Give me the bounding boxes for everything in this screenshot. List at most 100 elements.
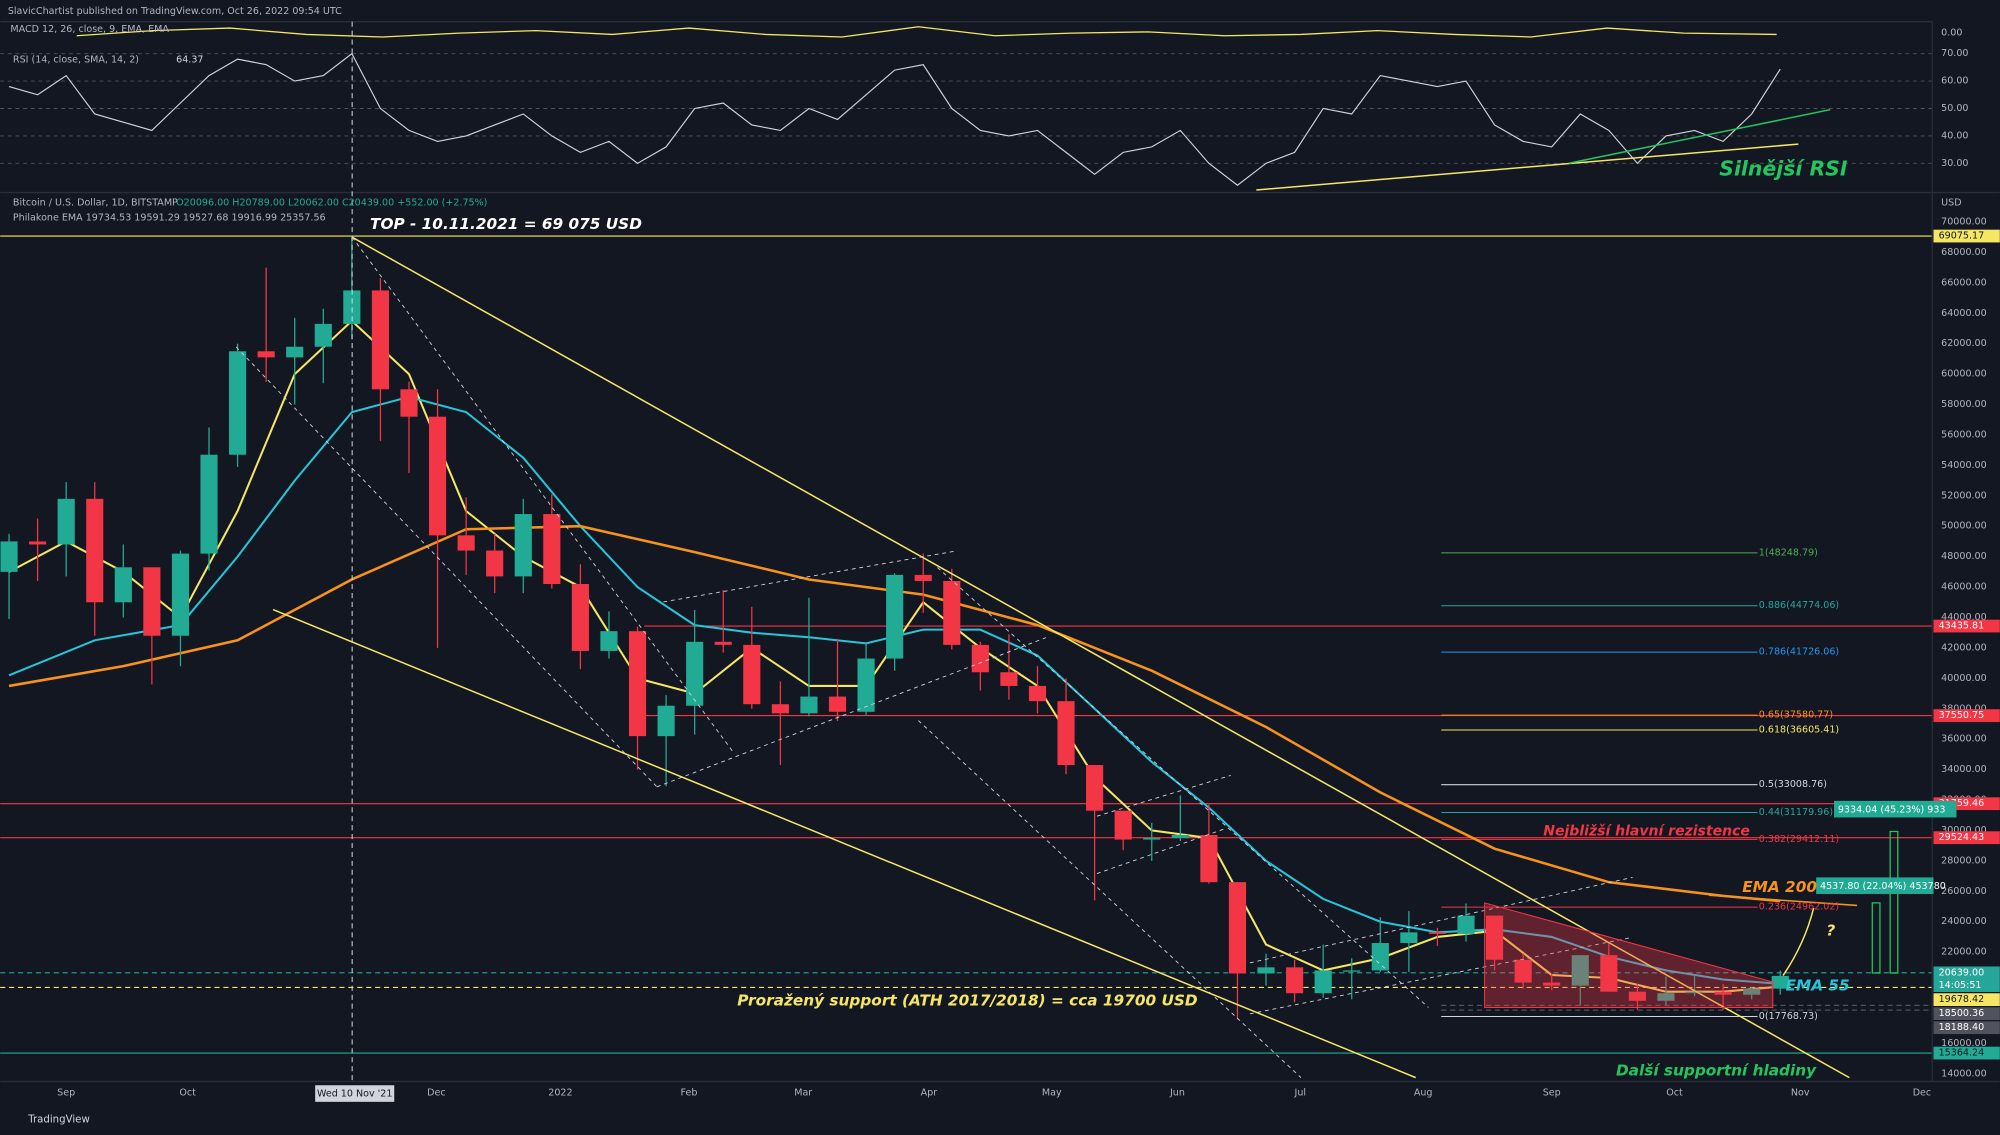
candle-body — [1743, 988, 1761, 995]
candle-body — [1428, 932, 1447, 934]
candle-body — [257, 351, 275, 358]
candle-body — [714, 641, 732, 645]
price-label-box — [1933, 1007, 2000, 1021]
indicator-label: Philakone EMA 19734.53 19591.29 19527.68… — [13, 213, 326, 224]
candle-body — [1571, 955, 1589, 986]
measure-box — [1834, 800, 1957, 818]
price-label: 18188.40 — [1939, 1022, 1985, 1033]
annotation: Další supportní hladiny — [1616, 1062, 1817, 1080]
y-tick-label: 34000.00 — [1941, 764, 1987, 775]
price-label: 43435.81 — [1939, 621, 1985, 632]
drawings — [0, 21, 2000, 1083]
x-tick-label: 2022 — [548, 1087, 572, 1098]
candle-body — [57, 498, 75, 545]
fib-label: 1(48248.79) — [1759, 547, 1818, 558]
candle-body — [1628, 991, 1646, 1001]
price-label: 37550.75 — [1939, 710, 1985, 721]
macd-line — [76, 26, 1777, 38]
candle-body — [400, 389, 418, 417]
y-tick-label: 24000.00 — [1941, 916, 1987, 927]
y-tick-label: 46000.00 — [1941, 582, 1987, 593]
candle-body — [1657, 993, 1675, 1001]
annotation: TOP - 10.11.2021 = 69 075 USD — [370, 215, 642, 233]
candle-body — [971, 644, 989, 673]
candle-body — [29, 541, 47, 545]
candle-body — [771, 704, 789, 714]
price-label-box — [1933, 993, 2000, 1007]
candle-body — [1714, 991, 1732, 995]
crosshair-label-box — [315, 1085, 395, 1102]
candle-body — [486, 550, 504, 577]
price-label-box — [1933, 709, 2000, 722]
countdown: 14:05:51 — [1939, 980, 1982, 991]
y-tick-label: 52000.00 — [1941, 490, 1987, 501]
y-tick-label: 42000.00 — [1941, 642, 1987, 653]
crosshair-label: Wed 10 Nov '21 — [317, 1089, 392, 1100]
x-tick-label: Sep — [1543, 1087, 1561, 1098]
channel-line — [656, 637, 1047, 788]
price-label-box — [1933, 229, 2000, 243]
candle-body — [1457, 915, 1475, 934]
channel-line — [1249, 936, 1633, 1015]
x-tick-label: Jun — [1169, 1087, 1185, 1098]
candle-body — [371, 290, 389, 390]
x-tick-label: Aug — [1414, 1087, 1433, 1098]
channel-line — [937, 567, 1429, 1008]
measure-bar — [1889, 830, 1899, 974]
fib-label: 0.236(24962.02) — [1759, 902, 1839, 913]
candle-body — [86, 498, 104, 603]
fib-label: 0.44(31179.96) — [1759, 807, 1833, 818]
y-tick-label: 40000.00 — [1941, 673, 1987, 684]
candle-body — [229, 351, 247, 455]
measure-label: 9334.04 (45.23%) 933 — [1838, 804, 1946, 815]
candle-body — [114, 567, 132, 603]
y-unit: USD — [1941, 197, 1961, 208]
y-tick-label: 28000.00 — [1941, 855, 1987, 866]
x-tick-label: Dec — [1913, 1087, 1931, 1098]
candle-body — [886, 574, 904, 659]
macd-title: MACD 12, 26, close, 9, EMA, EMA — [10, 24, 169, 35]
fib-label: 0.886(44774.06) — [1759, 600, 1839, 611]
candle-body — [1171, 835, 1189, 839]
y-tick-label: 60000.00 — [1941, 369, 1987, 380]
x-tick-label: Jul — [1294, 1087, 1307, 1098]
candle-body — [286, 346, 304, 358]
candle-body — [1543, 982, 1561, 986]
y-tick-label: 68000.00 — [1941, 247, 1987, 258]
candle-body — [1114, 810, 1132, 840]
rsi-line — [8, 52, 1781, 186]
candle-body — [1286, 967, 1304, 994]
trend-line — [351, 236, 1850, 1079]
rsi-tick-label: 30.00 — [1941, 158, 1968, 169]
price-label: 29524.43 — [1939, 832, 1985, 843]
price-label: 15364.24 — [1939, 1048, 1985, 1059]
x-tick-label: Sep — [57, 1087, 75, 1098]
x-tick-label: Dec — [427, 1087, 445, 1098]
rsi-tick-label: 70.00 — [1941, 48, 1968, 59]
price-label-box — [1933, 831, 2000, 845]
fib-label: 0.382(29412.11) — [1759, 834, 1839, 845]
fib-label: 0(17768.73) — [1759, 1011, 1818, 1022]
channel-line — [918, 720, 1302, 1078]
rsi-trend-line — [1256, 143, 1799, 191]
rsi-value: 64.37 — [176, 54, 203, 65]
candle-body — [1514, 959, 1532, 983]
fib-label: 0.786(41726.06) — [1759, 647, 1839, 658]
y-tick-label: 36000.00 — [1941, 734, 1987, 745]
candle-body — [514, 514, 532, 577]
candle-body — [314, 323, 332, 347]
rsi-tick-label: 40.00 — [1941, 130, 1968, 141]
candle-body — [600, 631, 618, 651]
annotation: Proražený support (ATH 2017/2018) = cca … — [737, 992, 1198, 1010]
y-tick-label: 30000.00 — [1941, 825, 1987, 836]
y-tick-label: 48000.00 — [1941, 551, 1987, 562]
channel-line — [1096, 774, 1231, 817]
candle-body — [1086, 765, 1104, 811]
candle-body — [1200, 835, 1218, 883]
candle-body — [828, 696, 847, 712]
y-tick-label: 22000.00 — [1941, 947, 1987, 958]
x-tick-label: Mar — [794, 1087, 812, 1098]
candle-body — [1000, 672, 1018, 686]
price-label: 69075.17 — [1939, 231, 1985, 242]
candle-body — [1028, 685, 1047, 702]
